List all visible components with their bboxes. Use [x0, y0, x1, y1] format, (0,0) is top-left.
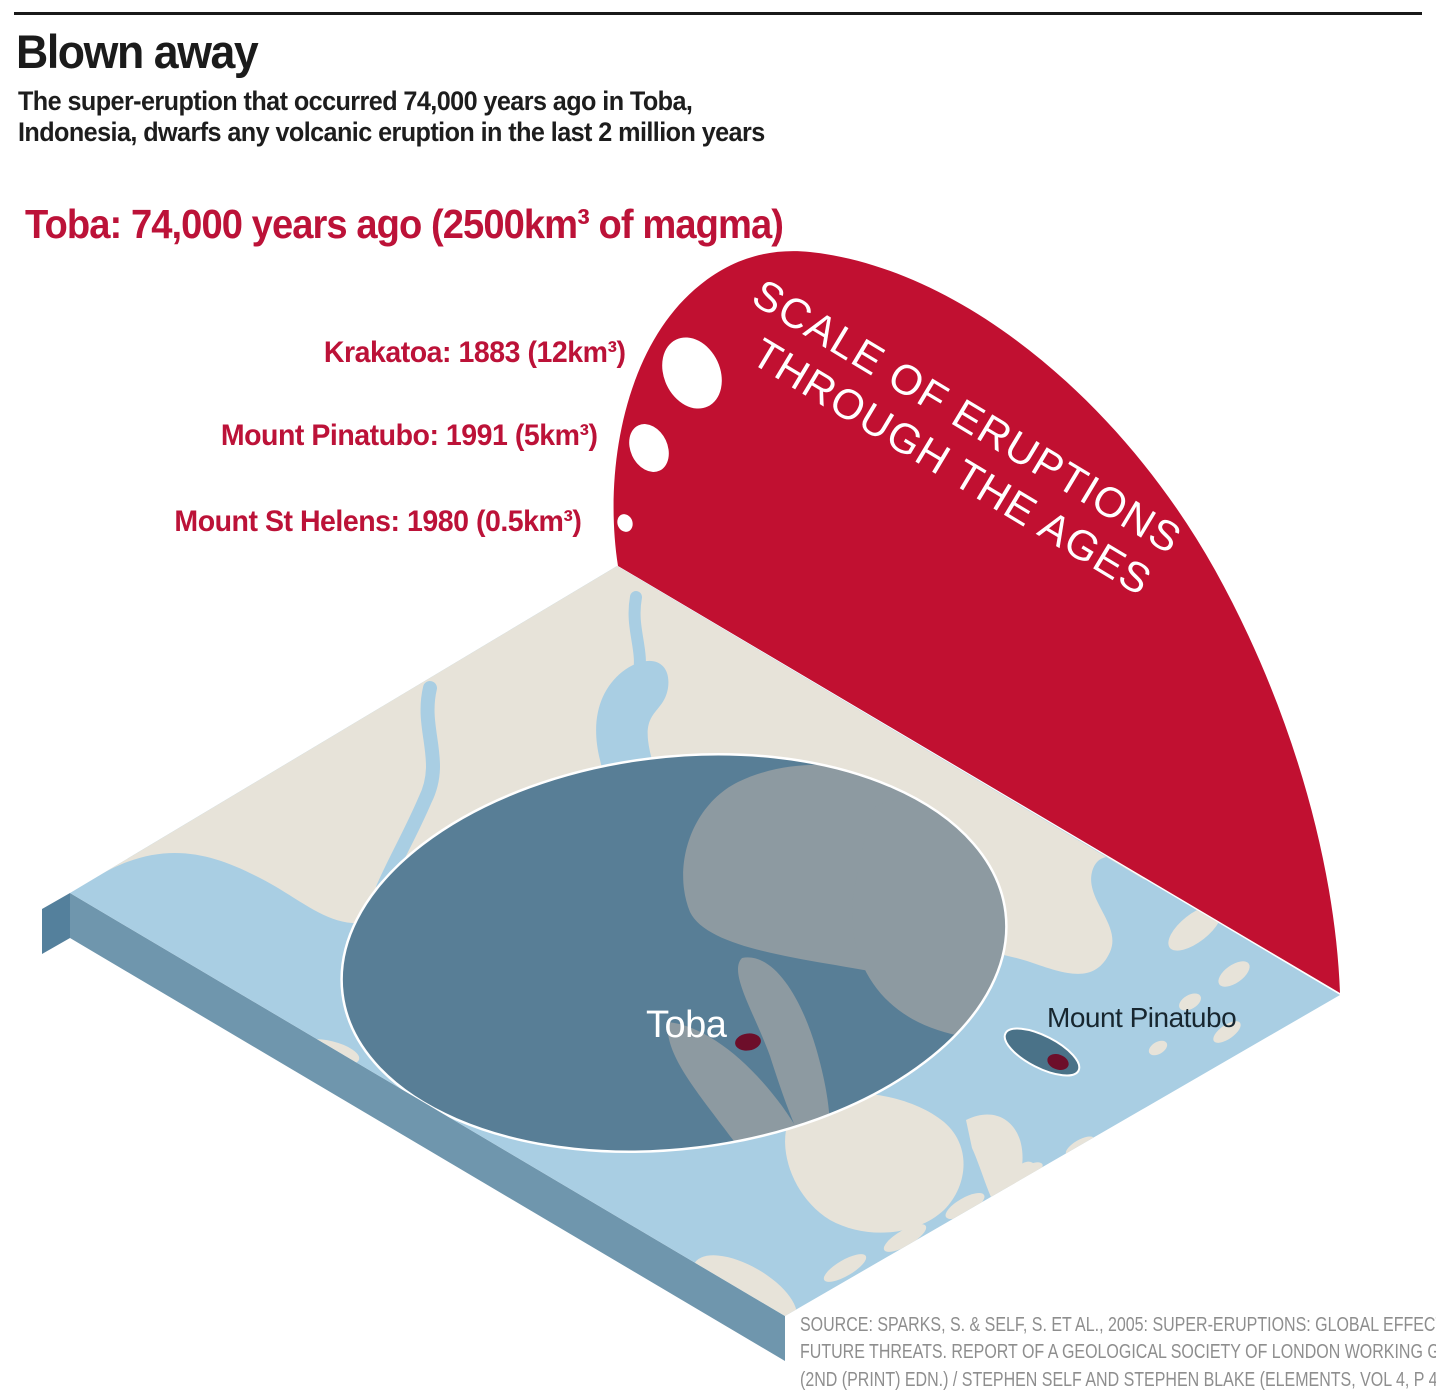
pinatubo-map-label: Mount Pinatubo: [1047, 1002, 1237, 1033]
map-java-4: [1007, 1162, 1043, 1186]
pinatubo-cutout-circle: [629, 424, 669, 472]
page-subtitle-line1: The super-eruption that occurred 74,000 …: [18, 86, 693, 116]
map-java-2: [883, 1224, 927, 1252]
map-philippine-5: [1148, 1040, 1168, 1056]
ash-ellipse-outline: [340, 752, 1008, 1154]
map-java-3: [945, 1193, 985, 1219]
source-line1: SOURCE: SPARKS, S. & SELF, S. ET AL., 20…: [800, 1314, 1436, 1336]
source-line2: FUTURE THREATS. REPORT OF A GEOLOGICAL S…: [800, 1341, 1436, 1364]
pinatubo-volcano-dot: [1047, 1054, 1069, 1070]
map-philippine-2: [1218, 961, 1250, 987]
page-subtitle-line2: Indonesia, dwarfs any volcanic eruption …: [18, 117, 765, 147]
map-side-cap: [42, 893, 70, 954]
toba-volcano-dot: [735, 1033, 761, 1051]
sthelens-eruption-label: Mount St Helens: 1980 (0.5km³): [173, 505, 581, 538]
krakatoa-cutout-circle: [662, 337, 722, 409]
toba-map-label: Toba: [646, 1004, 727, 1046]
page-subtitle: The super-eruption that occurred 74,000 …: [18, 86, 765, 148]
map-java-1: [823, 1254, 867, 1282]
map-side-face: [70, 893, 785, 1361]
toba-dome-shape: [613, 251, 1340, 994]
map-philippine-3: [1179, 993, 1201, 1011]
map-philippine-4: [1213, 1021, 1241, 1043]
sthelens-cutout-circle: [617, 514, 633, 532]
pinatubo-eruption-label: Mount Pinatubo: 1991 (5km³): [221, 419, 598, 452]
source-line3: (2ND (PRINT) EDN.) / STEPHEN SELF AND ST…: [800, 1368, 1436, 1391]
map-borneo-south: [785, 1092, 964, 1233]
krakatoa-eruption-label: Krakatoa: 1883 (12km³): [323, 336, 625, 369]
page-title: Blown away: [16, 25, 259, 78]
source-attribution: SOURCE: SPARKS, S. & SELF, S. ET AL., 20…: [800, 1312, 1436, 1394]
map-river-west: [376, 681, 440, 895]
toba-eruption-heading: Toba: 74,000 years ago (2500km³ of magma…: [25, 201, 784, 247]
top-rule: [14, 12, 1422, 15]
